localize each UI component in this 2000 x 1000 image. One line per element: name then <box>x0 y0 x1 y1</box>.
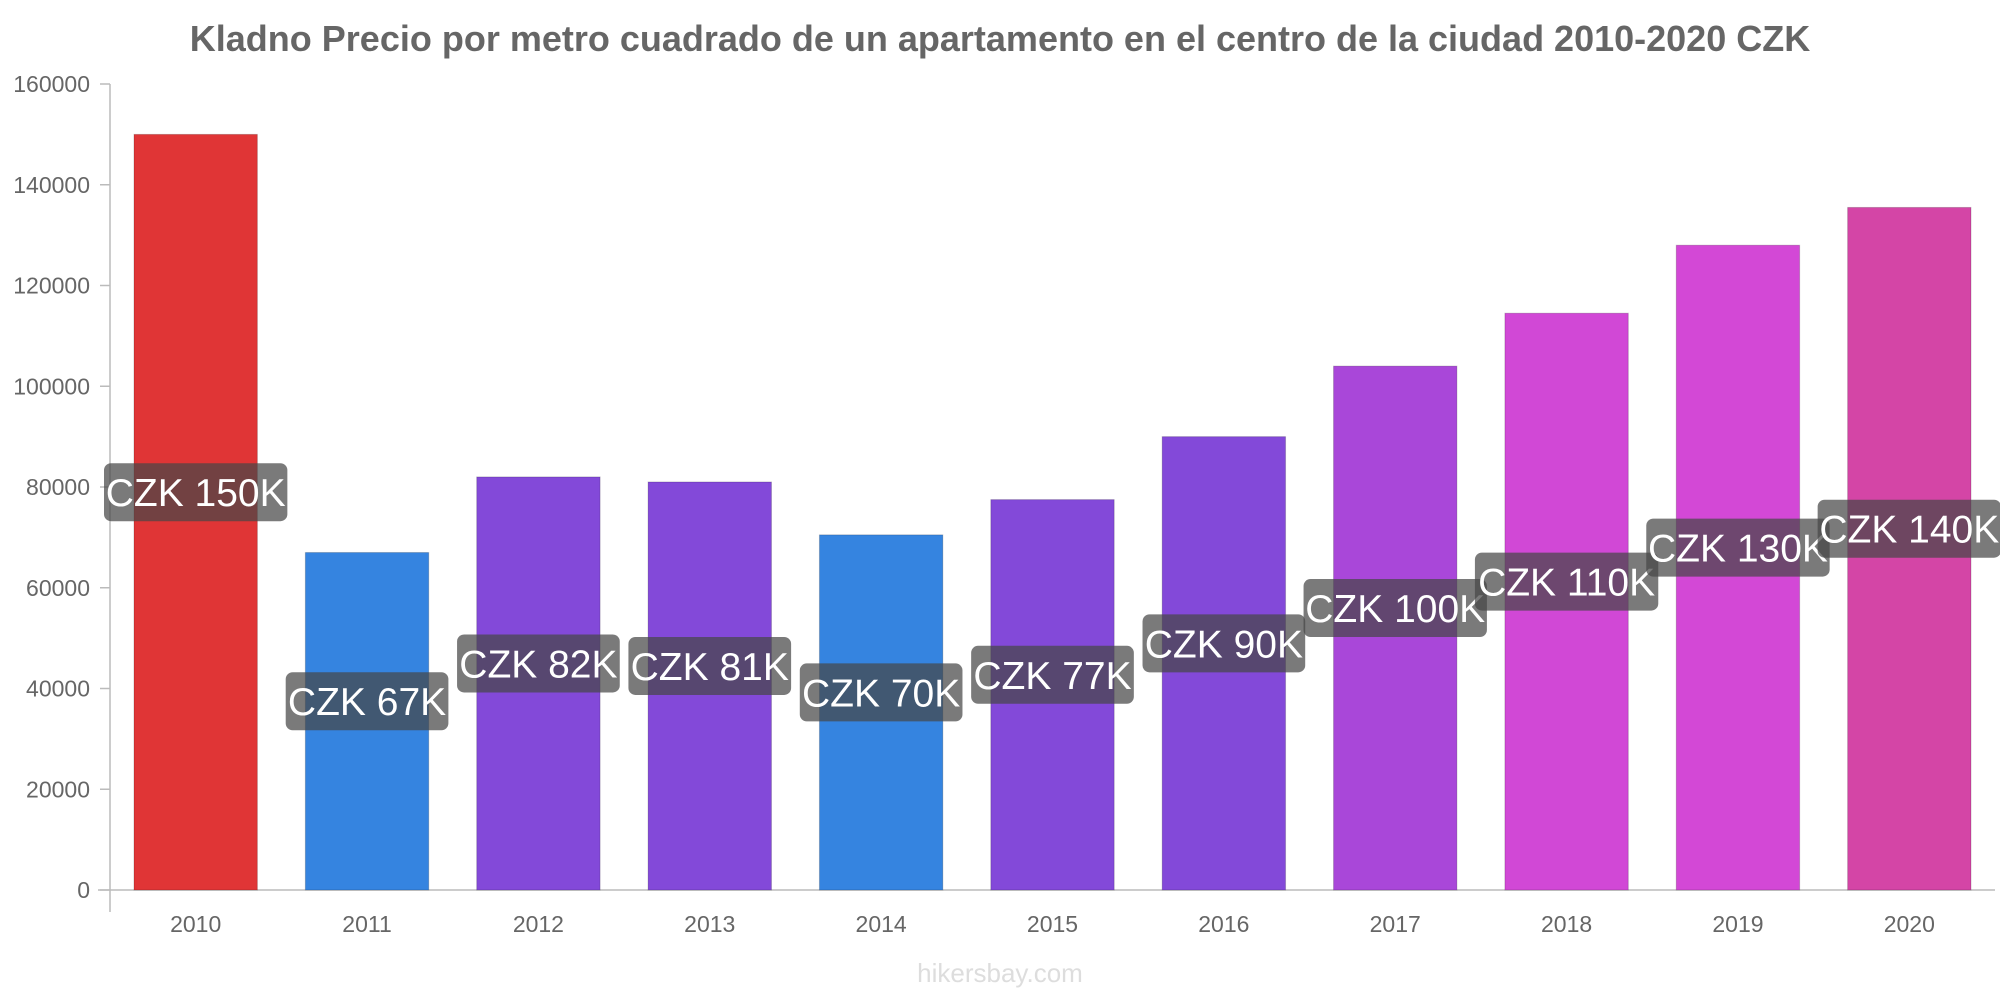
y-tick-label: 120000 <box>13 273 90 299</box>
data-label: CZK 110K <box>1478 562 1655 605</box>
data-label: CZK 130K <box>1648 528 1828 571</box>
y-tick-label: 0 <box>77 877 90 903</box>
data-label-box <box>104 463 288 522</box>
x-tick-label: 2011 <box>342 911 391 937</box>
data-label-box <box>1817 499 2000 558</box>
data-label: CZK 140K <box>1819 509 1999 552</box>
data-label: CZK 82K <box>459 643 617 686</box>
data-label: CZK 100K <box>1305 588 1485 631</box>
x-tick-label: 2014 <box>856 911 907 937</box>
x-tick-label: 2013 <box>684 911 735 937</box>
data-label: CZK 70K <box>802 672 960 715</box>
watermark: hikersbay.com <box>917 958 1083 988</box>
x-tick-label: 2017 <box>1370 911 1421 937</box>
data-label-box <box>1646 518 1830 577</box>
data-label-box <box>1142 614 1306 673</box>
x-tick-label: 2015 <box>1027 911 1078 937</box>
data-label-box <box>799 663 963 722</box>
data-label-box <box>1474 552 1659 611</box>
y-tick-label: 60000 <box>26 575 90 601</box>
data-label-box <box>285 672 449 731</box>
data-label-box <box>971 645 1134 704</box>
y-tick-label: 40000 <box>26 676 90 702</box>
x-tick-label: 2020 <box>1884 911 1935 937</box>
x-tick-label: 2010 <box>170 911 221 937</box>
data-label: CZK 90K <box>1145 623 1303 666</box>
y-tick-label: 160000 <box>13 71 90 97</box>
data-label: CZK 77K <box>973 655 1131 698</box>
data-label: CZK 150K <box>106 472 286 515</box>
y-tick-label: 140000 <box>13 172 90 198</box>
data-label-box <box>628 636 792 695</box>
y-tick-label: 20000 <box>26 776 90 802</box>
y-tick-label: 80000 <box>26 474 90 500</box>
data-label-box <box>1303 579 1487 638</box>
y-tick-label: 100000 <box>13 373 90 399</box>
chart-title: Kladno Precio por metro cuadrado de un a… <box>189 18 1811 59</box>
x-tick-label: 2018 <box>1541 911 1592 937</box>
data-label-box <box>457 634 620 693</box>
x-tick-label: 2012 <box>513 911 564 937</box>
x-tick-label: 2016 <box>1198 911 1249 937</box>
data-label: CZK 81K <box>631 646 789 689</box>
data-label: CZK 67K <box>288 681 446 724</box>
x-tick-label: 2019 <box>1712 911 1763 937</box>
